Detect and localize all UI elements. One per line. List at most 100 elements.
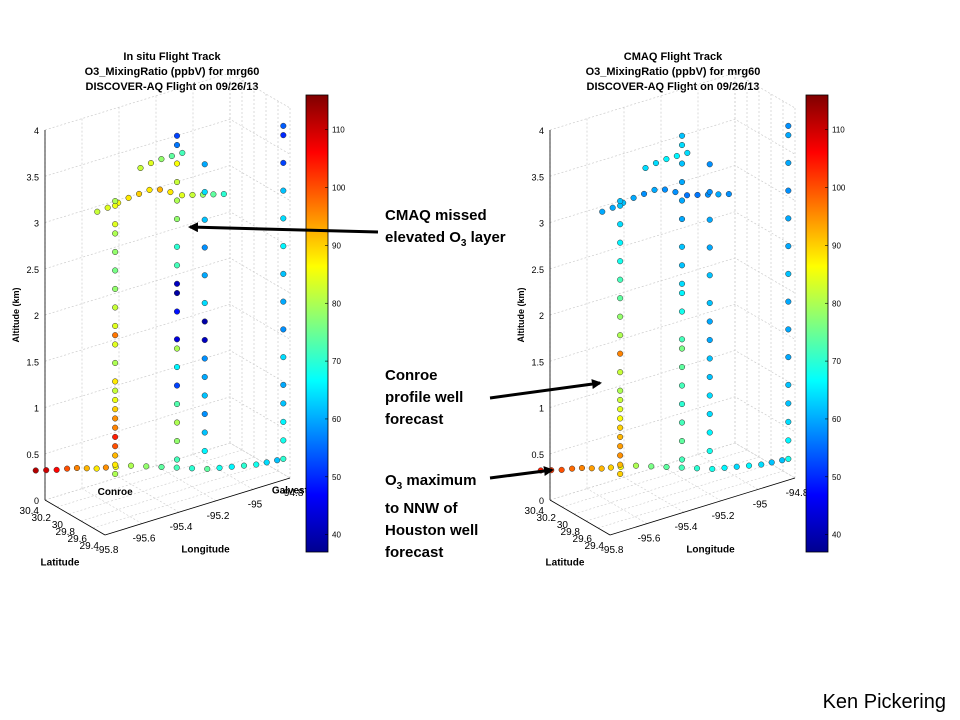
o3-data-point — [263, 459, 270, 466]
o3-data-point — [201, 161, 208, 168]
grid-line — [80, 463, 267, 522]
o3-data-point — [280, 215, 287, 222]
o3-data-point — [173, 243, 181, 250]
o3-data-point — [663, 156, 670, 163]
o3-data-point — [93, 465, 100, 472]
grid-line — [549, 165, 796, 223]
missed-layer-line1: CMAQ missed — [385, 207, 487, 224]
o3-data-point — [220, 191, 227, 198]
grid-line — [155, 465, 217, 502]
o3max-line4: forecast — [385, 544, 444, 561]
lat-tick-label: 29.6 — [573, 534, 593, 545]
o3-data-point — [684, 192, 691, 199]
o3-data-point — [280, 455, 287, 462]
conroe-line2: profile well — [385, 389, 464, 406]
grid-line — [549, 396, 796, 455]
o3-data-point — [173, 160, 181, 167]
lon-tick-label: -95.2 — [207, 511, 230, 522]
o3-data-point — [179, 149, 186, 156]
o3-data-point — [785, 400, 792, 407]
z-tick-label: 4 — [34, 126, 39, 136]
o3-data-point — [280, 159, 287, 166]
o3-maximum-annotation: O3 maximum to NNW of Houston well foreca… — [385, 470, 478, 564]
o3-data-point — [678, 382, 686, 389]
o3-data-point — [706, 272, 713, 279]
o3-data-point — [678, 262, 686, 269]
lon-tick-label: -95 — [248, 499, 263, 510]
o3-data-point — [173, 132, 181, 139]
o3-data-point — [112, 267, 119, 274]
o3-data-point — [280, 187, 287, 194]
o3-data-point — [188, 465, 196, 472]
o3-data-point — [617, 258, 624, 265]
o3-data-point — [609, 204, 616, 211]
o3-data-point — [73, 464, 80, 472]
z-tick-label: 3.5 — [26, 172, 39, 182]
longitude-axis — [609, 477, 796, 536]
o3-data-point — [112, 415, 119, 422]
o3-data-point — [173, 216, 181, 223]
o3-data-point — [678, 280, 686, 287]
o3-data-point — [280, 122, 287, 129]
o3-data-point — [617, 406, 624, 413]
o3-data-point — [112, 470, 119, 478]
colorbar-tick-label: 40 — [832, 531, 841, 540]
grid-line — [68, 456, 255, 515]
z-tick-label: 3.5 — [531, 172, 544, 182]
lat-tick-label: 29.8 — [56, 527, 76, 538]
o3-data-point — [156, 186, 163, 193]
o3-data-point — [706, 429, 713, 436]
colorbar-tick-label: 110 — [332, 126, 345, 135]
o3-data-point — [706, 318, 713, 325]
o3-data-point — [201, 299, 208, 307]
o3-data-point — [617, 350, 624, 357]
altitude-axis-label: Altitude (km) — [516, 287, 526, 342]
o3-data-point — [201, 216, 208, 223]
o3-data-point — [785, 243, 792, 250]
o3-data-point — [136, 190, 143, 197]
o3-data-point — [280, 326, 287, 333]
o3-data-point — [173, 382, 181, 389]
lat-tick-label: 30.4 — [20, 506, 40, 517]
o3-data-point — [112, 248, 119, 255]
o3-data-point — [43, 467, 50, 474]
lon-tick-label: -95.4 — [675, 522, 698, 533]
o3-data-point — [112, 198, 119, 205]
conroe-profile-annotation: Conroe profile well forecast — [385, 365, 463, 431]
o3-data-point — [158, 156, 165, 163]
colorbar-tick-label: 50 — [832, 473, 841, 482]
o3-data-point — [706, 188, 713, 196]
o3-data-point — [112, 433, 119, 441]
grid-line — [44, 303, 291, 362]
o3-data-point — [173, 401, 181, 408]
latitude-axis — [549, 499, 611, 536]
o3-data-point — [652, 160, 660, 167]
lat-tick-label: 29.4 — [80, 541, 100, 552]
lon-tick-label: -94.8 — [786, 488, 809, 499]
o3-data-point — [201, 447, 208, 455]
o3-data-point — [779, 457, 786, 464]
o3-data-point — [240, 462, 248, 469]
o3-data-point — [678, 197, 686, 204]
lat-tick-label: 30 — [52, 520, 64, 531]
lon-tick-label: -95.6 — [133, 534, 156, 545]
z-tick-label: 1.5 — [26, 357, 39, 367]
o3-data-point — [678, 456, 686, 463]
missed-layer-line2: elevated O3 layer — [385, 229, 506, 249]
z-tick-label: 0.5 — [531, 450, 544, 460]
colorbar-tick-label: 80 — [832, 299, 841, 308]
o3-data-point — [617, 461, 624, 468]
o3-data-point — [112, 396, 119, 404]
plot-title-line: DISCOVER-AQ Flight on 09/26/13 — [86, 81, 259, 93]
grid-line — [597, 470, 784, 529]
o3-data-point — [112, 341, 119, 348]
o3-data-point — [158, 463, 165, 471]
plot-title-line: CMAQ Flight Track — [624, 51, 723, 63]
o3-data-point — [785, 326, 792, 333]
o3-data-point — [173, 464, 180, 471]
grid-line — [92, 470, 279, 529]
o3-data-point — [617, 470, 624, 478]
o3-data-point — [725, 191, 732, 198]
lat-tick-label: 29.4 — [585, 541, 605, 552]
altitude-axis-label: Altitude (km) — [11, 287, 21, 342]
